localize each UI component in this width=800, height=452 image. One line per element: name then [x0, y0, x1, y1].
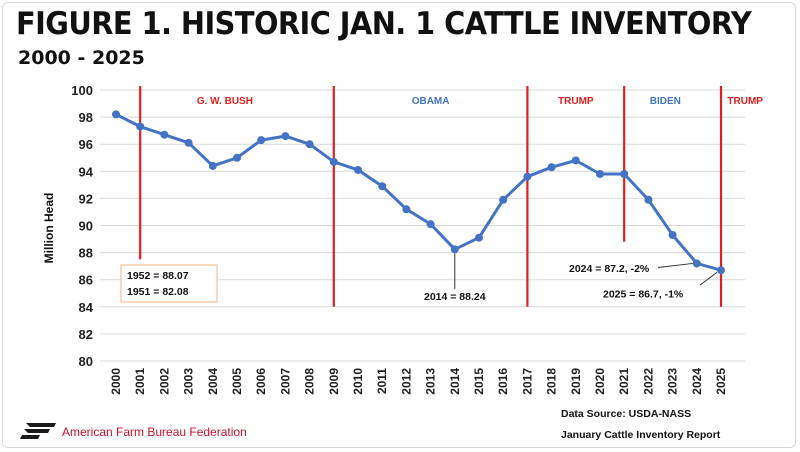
data-point — [692, 259, 701, 268]
period-label: G. W. BUSH — [197, 96, 253, 107]
x-tick-label: 2000 — [109, 368, 123, 395]
y-tick-label: 86 — [79, 273, 93, 288]
annotation-2014: 2014 = 88.24 — [424, 291, 486, 303]
data-point — [571, 156, 580, 165]
period-label: TRUMP — [727, 96, 763, 107]
x-tick-label: 2008 — [303, 368, 317, 395]
annotation-2024: 2024 = 87.2, -2% — [569, 263, 650, 275]
x-tick-label: 2018 — [545, 368, 559, 395]
x-tick-label: 2021 — [617, 368, 631, 395]
data-point — [426, 220, 435, 229]
period-label: BIDEN — [650, 96, 681, 107]
x-tick-label: 2014 — [448, 368, 462, 395]
y-axis-label: Million Head — [42, 193, 56, 264]
box-line-1951: 1951 = 82.08 — [127, 286, 189, 298]
data-point — [112, 110, 120, 119]
data-point — [281, 132, 290, 141]
chart-subtitle: 2000 - 2025 — [18, 47, 145, 69]
y-tick-label: 96 — [79, 137, 93, 152]
figure-frame — [2, 2, 796, 448]
x-tick-label: 2003 — [182, 368, 196, 395]
x-tick-label: 2002 — [157, 368, 171, 395]
x-tick-label: 2009 — [327, 368, 341, 395]
data-point — [717, 266, 725, 275]
leader-2025 — [699, 271, 718, 286]
data-point — [475, 233, 483, 242]
data-point — [668, 230, 677, 239]
period-label: TRUMP — [558, 96, 594, 107]
data-point — [208, 161, 217, 170]
historic-values-box — [120, 264, 218, 303]
x-tick-label: 2007 — [278, 368, 292, 395]
x-tick-label: 2004 — [206, 368, 220, 395]
y-tick-label: 90 — [79, 219, 93, 234]
annotation-2025: 2025 = 86.7, -1% — [603, 288, 684, 300]
x-tick-label: 2001 — [133, 368, 147, 395]
y-tick-label: 100 — [71, 83, 93, 98]
data-point — [596, 170, 604, 179]
box-line-1952: 1952 = 88.07 — [127, 270, 189, 282]
x-tick-label: 2022 — [641, 368, 655, 395]
data-point — [354, 165, 362, 174]
y-tick-label: 88 — [79, 246, 93, 261]
data-point — [620, 170, 629, 179]
y-tick-label: 82 — [79, 327, 93, 342]
data-point — [329, 157, 338, 166]
y-tick-label: 84 — [79, 300, 94, 315]
x-tick-label: 2012 — [399, 368, 413, 395]
data-point — [523, 172, 532, 181]
data-point — [160, 130, 169, 139]
data-point — [644, 195, 653, 204]
x-tick-label: 2025 — [714, 368, 728, 395]
x-tick-label: 2023 — [666, 368, 680, 395]
leader-2024 — [657, 262, 693, 269]
x-tick-label: 2013 — [424, 368, 438, 395]
x-tick-label: 2010 — [351, 368, 365, 395]
y-tick-label: 80 — [79, 354, 93, 369]
x-tick-label: 2017 — [520, 368, 534, 395]
x-tick-label: 2015 — [472, 368, 486, 395]
x-tick-label: 2005 — [230, 368, 244, 395]
period-label: OBAMA — [412, 96, 450, 107]
data-point — [305, 140, 314, 149]
x-tick-label: 2020 — [593, 368, 607, 395]
x-tick-label: 2011 — [375, 368, 389, 394]
data-point — [547, 163, 556, 172]
data-point — [378, 182, 387, 191]
y-tick-label: 94 — [79, 164, 94, 179]
y-tick-label: 98 — [79, 110, 93, 125]
data-point — [257, 136, 266, 145]
org-name: American Farm Bureau Federation — [62, 425, 247, 439]
x-tick-label: 2006 — [254, 368, 268, 395]
series-line — [114, 112, 723, 272]
data-point — [184, 138, 193, 147]
data-point — [136, 122, 145, 131]
data-point — [233, 153, 241, 162]
data-point — [402, 205, 411, 214]
y-tick-label: 92 — [79, 191, 93, 206]
x-tick-label: 2019 — [569, 368, 583, 395]
source-report: January Cattle Inventory Report — [561, 429, 721, 441]
chart-title: FIGURE 1. HISTORIC JAN. 1 CATTLE INVENTO… — [16, 6, 752, 42]
data-point — [450, 245, 459, 254]
data-source: Data Source: USDA-NASS — [561, 408, 692, 420]
x-tick-label: 2016 — [496, 368, 510, 395]
data-point — [499, 195, 508, 204]
x-tick-label: 2024 — [690, 368, 704, 395]
